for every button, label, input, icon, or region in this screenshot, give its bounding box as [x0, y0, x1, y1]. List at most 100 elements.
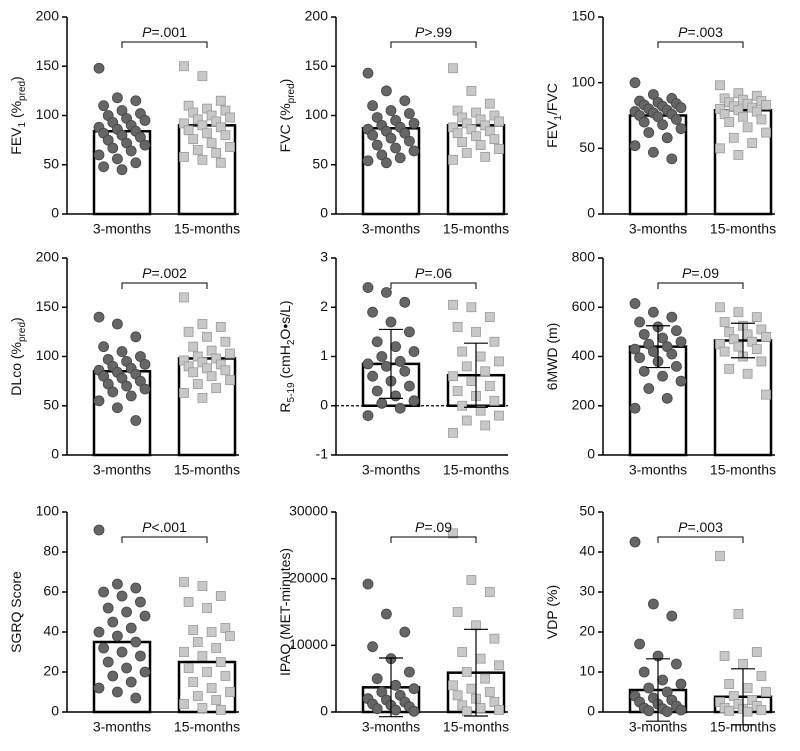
y-tick-label: 0: [587, 703, 595, 719]
data-point: [220, 130, 231, 141]
data-point: [751, 344, 762, 355]
data-point: [139, 666, 151, 678]
data-point: [197, 703, 208, 713]
data-point: [457, 137, 468, 147]
data-point: [480, 366, 491, 377]
y-axis-label: DLco (%pred): [8, 317, 28, 395]
y-label-part: ): [8, 317, 24, 322]
data-point: [380, 85, 392, 97]
data-point: [220, 336, 231, 347]
p-text: <.001: [151, 519, 187, 535]
data-point: [116, 129, 128, 141]
data-point: [125, 145, 137, 157]
significance-bracket: [121, 41, 208, 48]
p-symbol: P: [142, 519, 152, 535]
data-point: [107, 142, 119, 154]
y-axis-label: SGRQ Score: [8, 571, 24, 653]
p-symbol: P: [415, 24, 425, 40]
data-point: [179, 577, 189, 587]
data-point: [98, 100, 109, 112]
y-axis-label: VDP (%): [544, 585, 560, 639]
data-point: [638, 116, 650, 128]
data-point: [742, 122, 753, 133]
data-point: [121, 662, 132, 674]
data-point: [202, 331, 212, 342]
data-point: [452, 690, 463, 701]
data-point: [671, 325, 682, 337]
y-tick-label: 200: [305, 8, 329, 24]
y-tick-label: 50: [312, 155, 328, 171]
x-tick-label: 15-months: [174, 719, 240, 735]
data-point: [661, 706, 673, 717]
y-tick-label: 400: [572, 347, 596, 363]
data-point: [448, 528, 458, 539]
data-point: [192, 637, 203, 647]
data-point: [733, 307, 744, 318]
data-point: [675, 678, 687, 690]
x-tick-label: 3-months: [93, 462, 151, 478]
data-point: [751, 312, 762, 323]
data-point: [367, 641, 379, 653]
data-point: [371, 703, 383, 715]
data-point: [215, 95, 226, 106]
data-point: [471, 131, 481, 142]
data-point: [225, 375, 235, 386]
data-point: [192, 379, 203, 389]
data-point: [215, 657, 226, 667]
significance-bracket: [390, 536, 477, 543]
data-point: [102, 602, 114, 614]
data-point: [466, 85, 477, 96]
data-point: [494, 705, 504, 715]
panel: 0 20 40 60 80 100 SGRQ Score 3-months 15-months P…: [8, 503, 240, 735]
data-point: [457, 647, 468, 657]
data-point: [399, 626, 411, 638]
data-point: [480, 151, 491, 162]
y-tick-label: 150: [305, 57, 329, 73]
data-point: [661, 132, 673, 144]
data-point: [183, 663, 194, 673]
data-point: [134, 596, 146, 608]
data-point: [742, 368, 753, 379]
data-point: [362, 67, 374, 79]
data-point: [652, 111, 664, 123]
panel: 0 50 100 150 200 FVC (%pred) 3-months 15-months…: [277, 8, 509, 237]
data-point: [380, 287, 392, 298]
data-point: [675, 704, 687, 716]
y-label-part: SGRQ Score: [8, 571, 24, 653]
p-value: P=.002: [142, 265, 187, 281]
x-tick-label: 15-months: [443, 221, 509, 237]
data-point: [98, 370, 109, 382]
significance-bracket: [390, 41, 477, 48]
p-value: P=.09: [415, 519, 452, 535]
data-point: [139, 358, 151, 370]
data-point: [489, 134, 500, 145]
data-point: [362, 282, 374, 293]
data-point: [475, 653, 486, 664]
data-point: [724, 117, 735, 127]
p-value: P<.001: [142, 519, 187, 535]
data-point: [648, 346, 659, 357]
data-point: [362, 358, 374, 370]
data-point: [206, 371, 217, 382]
y-tick-label: 0: [587, 205, 595, 221]
data-point: [130, 636, 142, 648]
data-point: [657, 119, 668, 131]
data-point: [648, 89, 659, 100]
data-point: [394, 402, 406, 414]
y-tick-label: 150: [36, 57, 60, 73]
data-point: [121, 137, 132, 149]
data-point: [130, 331, 142, 343]
y-axis-label: FEV1/FVC: [544, 83, 564, 148]
data-point: [494, 116, 504, 127]
data-point: [125, 390, 137, 402]
data-point: [629, 140, 641, 152]
significance-bracket: [657, 282, 744, 289]
data-point: [728, 132, 739, 143]
data-point: [756, 356, 767, 367]
p-value: P=.09: [682, 265, 719, 281]
x-tick-label: 3-months: [629, 221, 687, 237]
data-point: [215, 157, 226, 168]
data-point: [471, 620, 481, 631]
data-point: [125, 676, 137, 688]
data-point: [112, 630, 123, 642]
